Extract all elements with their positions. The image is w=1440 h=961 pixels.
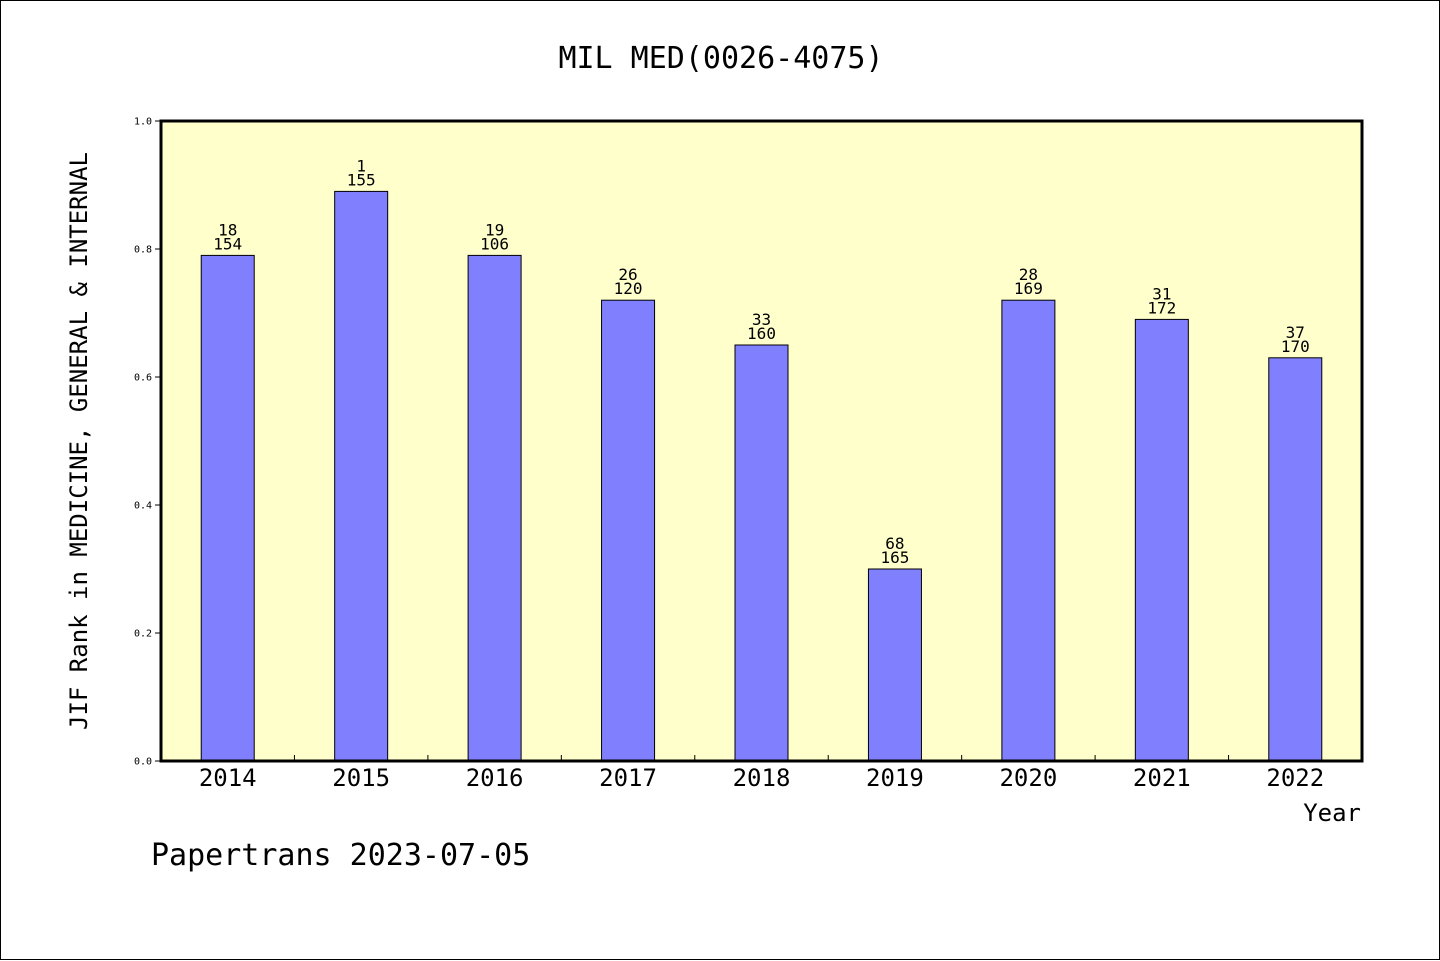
bar-2022 <box>1268 357 1323 762</box>
x-axis-label: Year <box>1303 799 1361 827</box>
y-tick-label-0.0: 0.0 <box>134 757 152 768</box>
bar-total-label-2014: 154 <box>213 234 242 253</box>
x-tick-label-2022: 2022 <box>1266 764 1324 792</box>
x-tick-label-2015: 2015 <box>332 764 390 792</box>
footer-text: Papertrans 2023-07-05 <box>151 838 530 873</box>
y-tick-label-0.2: 0.2 <box>134 629 152 640</box>
bar-rank-label-2015: 1 <box>356 156 366 175</box>
y-tick-label-1.0: 1.0 <box>134 117 152 128</box>
chart-title: MIL MED(0026-4075) <box>558 41 883 76</box>
y-tick-label-0.6: 0.6 <box>134 373 152 384</box>
bar-rank-label-2016: 19 <box>485 220 504 239</box>
bar-total-label-2015: 155 <box>347 170 376 189</box>
bar-total-label-2018: 160 <box>747 324 776 343</box>
bar-2018 <box>734 344 789 762</box>
bar-total-label-2016: 106 <box>480 234 509 253</box>
x-tick-label-2017: 2017 <box>599 764 657 792</box>
bar-rank-label-2022: 37 <box>1286 323 1305 342</box>
bar-total-label-2022: 170 <box>1281 337 1310 356</box>
x-tick-label-2020: 2020 <box>999 764 1057 792</box>
bar-total-label-2021: 172 <box>1147 298 1176 317</box>
bar-rank-label-2020: 28 <box>1019 265 1038 284</box>
bar-rank-label-2018: 33 <box>752 310 771 329</box>
x-tick-label-2016: 2016 <box>466 764 524 792</box>
y-tick-label-0.8: 0.8 <box>134 245 152 256</box>
bar-total-label-2017: 120 <box>614 279 643 298</box>
x-tick-label-2019: 2019 <box>866 764 924 792</box>
bar-2019 <box>867 568 922 762</box>
y-tick-label-0.4: 0.4 <box>134 501 152 512</box>
bar-2014 <box>200 254 255 762</box>
bar-total-label-2019: 165 <box>880 548 909 567</box>
bar-rank-label-2021: 31 <box>1152 284 1171 303</box>
bar-rank-label-2017: 26 <box>618 265 637 284</box>
x-tick-label-2014: 2014 <box>199 764 257 792</box>
x-tick-label-2021: 2021 <box>1133 764 1191 792</box>
bar-2016 <box>467 254 522 762</box>
x-tick-label-2018: 2018 <box>733 764 791 792</box>
bar-rank-label-2019: 68 <box>885 534 904 553</box>
bar-rank-label-2014: 18 <box>218 220 237 239</box>
bar-2017 <box>601 299 656 762</box>
bar-2015 <box>334 190 389 762</box>
bar-2020 <box>1001 299 1056 762</box>
y-axis-label: JIF Rank in MEDICINE, GENERAL & INTERNAL <box>65 152 93 730</box>
plot-border <box>159 119 1364 763</box>
bar-2021 <box>1134 318 1189 762</box>
bar-total-label-2020: 169 <box>1014 279 1043 298</box>
